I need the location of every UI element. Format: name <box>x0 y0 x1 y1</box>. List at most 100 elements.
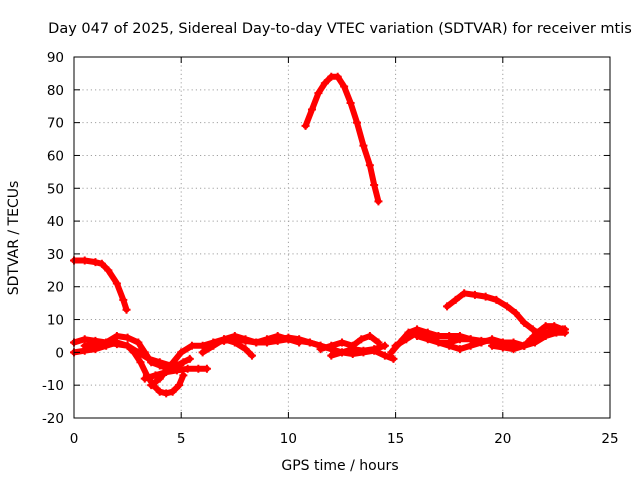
data-point <box>305 338 314 347</box>
data-point <box>327 351 336 360</box>
data-point <box>359 346 368 355</box>
data-point <box>301 121 310 130</box>
series-arc-18 <box>520 322 567 350</box>
x-tick-label: 15 <box>387 431 404 447</box>
data-point <box>530 338 539 347</box>
series-arc-1 <box>70 256 131 314</box>
data-point <box>460 289 469 298</box>
data-point <box>241 336 250 345</box>
series-line <box>302 73 382 205</box>
data-point <box>359 141 368 150</box>
data-point <box>445 338 454 347</box>
data-point <box>528 325 537 334</box>
data-point <box>365 331 374 340</box>
data-point <box>147 381 156 390</box>
data-point <box>466 335 475 344</box>
data-point <box>541 322 550 331</box>
data-point <box>247 351 256 360</box>
data-point <box>177 364 186 373</box>
data-point <box>241 345 250 354</box>
data-point <box>119 295 128 304</box>
data-point <box>434 338 443 347</box>
series-line <box>81 339 185 372</box>
data-point <box>389 354 398 363</box>
data-point <box>187 341 196 350</box>
data-point <box>520 341 529 350</box>
data-point <box>370 345 379 354</box>
data-point <box>151 371 160 380</box>
data-point <box>91 340 100 349</box>
data-point <box>380 351 389 360</box>
plot-frame <box>73 56 611 419</box>
grid <box>74 57 610 418</box>
data-point <box>526 335 535 344</box>
y-tick-label: 10 <box>47 313 64 329</box>
data-point <box>284 335 293 344</box>
data-point <box>102 338 111 347</box>
series-arc-16 <box>391 328 486 350</box>
data-point <box>455 345 464 354</box>
y-tick-label: -10 <box>42 378 64 394</box>
data-point <box>136 358 145 367</box>
axis-ticks: 0 5 10 15 20 25 -20 -10 0 10 20 30 40 50 60 70 80 90 <box>42 50 619 447</box>
series-layer <box>70 72 569 398</box>
data-point <box>391 341 400 350</box>
data-point <box>316 345 325 354</box>
data-point <box>155 358 164 367</box>
data-point <box>307 105 316 114</box>
y-tick-label: 60 <box>47 148 64 164</box>
data-point <box>166 361 175 370</box>
data-point <box>145 354 154 363</box>
data-point <box>338 348 346 357</box>
y-tick-label: 40 <box>47 214 64 230</box>
x-axis-label: GPS time / hours <box>281 458 398 474</box>
data-point <box>498 343 507 352</box>
data-point <box>511 308 520 317</box>
data-point <box>134 348 143 357</box>
data-point <box>123 333 132 342</box>
data-point <box>202 364 211 373</box>
data-point <box>333 72 342 81</box>
data-point <box>470 290 479 299</box>
data-point <box>252 338 261 347</box>
data-point <box>481 292 490 301</box>
y-axis-label: SDTVAR / TECUs <box>6 181 22 296</box>
data-point <box>451 295 460 304</box>
data-point <box>80 341 89 350</box>
y-tick-label: 30 <box>47 247 64 263</box>
data-point <box>533 328 542 337</box>
data-point <box>340 82 349 91</box>
data-point <box>558 325 567 334</box>
data-point <box>262 338 271 347</box>
data-point <box>423 331 432 340</box>
data-point <box>387 348 396 357</box>
data-point <box>488 341 497 350</box>
data-point <box>122 305 131 314</box>
data-point <box>104 266 113 275</box>
x-tick-label: 10 <box>280 431 297 447</box>
data-point <box>550 322 559 331</box>
data-point <box>80 256 89 265</box>
series-line <box>71 257 130 313</box>
data-point <box>380 341 389 350</box>
data-point <box>477 338 486 347</box>
y-tick-label: 0 <box>55 345 64 361</box>
data-point <box>134 338 143 347</box>
series-arc-3 <box>443 289 546 340</box>
data-point <box>413 328 422 337</box>
y-tick-label: 50 <box>47 181 64 197</box>
data-point <box>230 335 239 344</box>
data-point <box>455 335 464 344</box>
data-point <box>327 341 336 350</box>
data-point <box>185 354 194 363</box>
y-tick-label: 80 <box>47 83 64 99</box>
y-tick-label: 20 <box>47 280 64 296</box>
data-point <box>179 358 188 367</box>
data-point <box>370 180 379 189</box>
data-point <box>348 345 357 354</box>
data-point <box>314 89 323 98</box>
data-point <box>365 161 374 170</box>
data-point <box>123 341 132 350</box>
